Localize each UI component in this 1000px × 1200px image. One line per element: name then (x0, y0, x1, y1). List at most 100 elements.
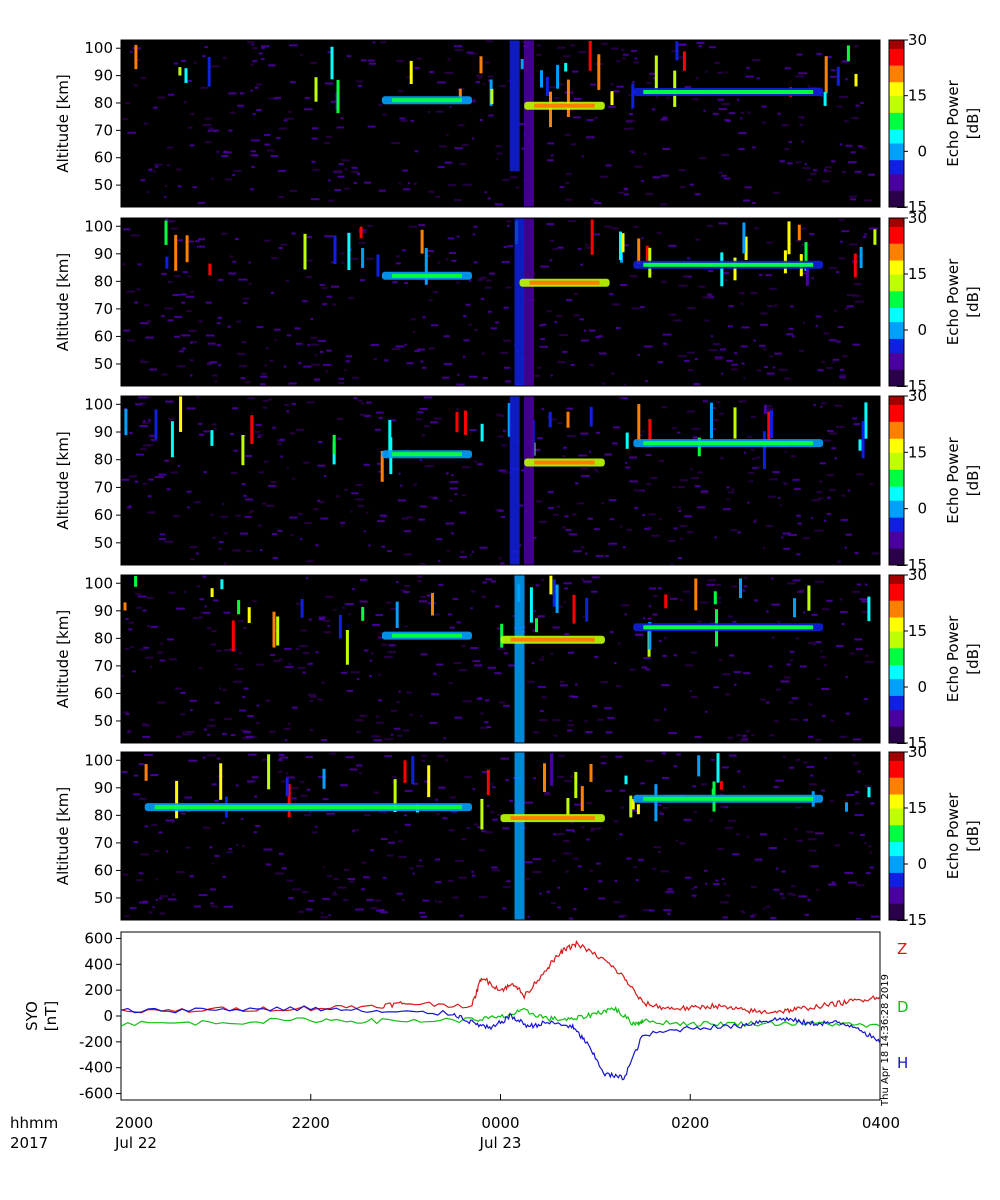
colorbar-cell (889, 426, 904, 431)
noise-cell (256, 663, 264, 666)
colorbar-unit: [dB] (964, 286, 982, 318)
noise-cell (790, 718, 799, 721)
noise-cell (141, 359, 144, 362)
noise-cell (344, 369, 347, 372)
noise-cell (841, 494, 846, 497)
noise-cell (693, 383, 701, 386)
noise-cell (399, 117, 406, 120)
noise-cell (768, 495, 776, 498)
y-tick-label: 90 (94, 245, 113, 263)
noise-cell (503, 339, 511, 342)
noise-cell (133, 793, 141, 796)
noise-cell (718, 222, 728, 225)
noise-cell (724, 826, 733, 829)
noise-cell (190, 558, 195, 561)
echo-column (524, 396, 534, 565)
noise-cell (772, 366, 776, 369)
noise-cell (580, 546, 585, 549)
noise-cell (708, 296, 714, 299)
y-tick-label: 60 (94, 149, 113, 167)
colorbar-cell (889, 81, 904, 86)
echo-streak (231, 620, 235, 652)
noise-cell (466, 827, 471, 829)
colorbar-cell (889, 631, 904, 635)
noise-cell (697, 506, 706, 509)
noise-cell (620, 525, 623, 528)
colorbar-cell (889, 321, 904, 325)
noise-cell (748, 480, 754, 483)
noise-cell (727, 736, 733, 739)
noise-cell (243, 494, 247, 497)
noise-cell (590, 83, 597, 86)
noise-cell (354, 719, 364, 722)
noise-cell (154, 850, 160, 852)
echo-streak (359, 226, 363, 239)
noise-cell (196, 585, 201, 588)
noise-cell (328, 914, 331, 917)
echo-streak (314, 77, 318, 102)
noise-cell (225, 178, 233, 181)
noise-cell (409, 713, 414, 716)
noise-cell (756, 369, 762, 372)
noise-cell (722, 882, 727, 885)
echo-streak (184, 68, 188, 83)
noise-cell (713, 686, 720, 689)
noise-cell (788, 533, 797, 536)
noise-cell (490, 811, 495, 814)
noise-cell (181, 60, 186, 62)
noise-cell (646, 81, 652, 84)
noise-cell (448, 682, 453, 684)
noise-cell (497, 435, 504, 438)
noise-cell (753, 339, 756, 342)
noise-cell (547, 142, 555, 145)
colorbar-tick-label: 0 (917, 678, 927, 696)
noise-cell (373, 358, 377, 361)
noise-cell (381, 643, 387, 646)
echo-streak (770, 410, 773, 439)
noise-cell (244, 381, 251, 384)
noise-cell (731, 853, 740, 856)
noise-cell (480, 726, 489, 729)
colorbar-cell (889, 460, 904, 465)
echo-streak (500, 623, 504, 648)
y-tick-label: 80 (94, 451, 113, 469)
noise-cell (836, 340, 841, 343)
noise-cell (299, 645, 308, 647)
noise-cell (378, 673, 381, 676)
noise-cell (327, 199, 335, 202)
noise-cell (624, 244, 629, 247)
noise-cell (140, 361, 149, 363)
noise-cell (834, 309, 837, 312)
noise-cell (157, 96, 166, 99)
noise-cell (449, 487, 458, 490)
noise-cell (478, 849, 486, 852)
noise-cell (519, 544, 522, 547)
noise-cell (165, 819, 175, 822)
noise-cell (273, 660, 281, 662)
colorbar-cell (889, 903, 904, 907)
noise-cell (821, 402, 827, 405)
noise-cell (794, 828, 798, 831)
noise-cell (845, 533, 853, 536)
noise-cell (679, 842, 686, 845)
noise-cell (322, 866, 325, 869)
noise-cell (595, 554, 604, 557)
noise-cell (288, 663, 292, 666)
noise-cell (436, 81, 446, 84)
noise-cell (483, 83, 486, 86)
noise-cell (144, 304, 149, 307)
noise-cell (616, 85, 624, 88)
noise-cell (366, 257, 375, 260)
colorbar-cell (889, 491, 904, 496)
noise-cell (594, 202, 602, 204)
echo-streak (507, 403, 511, 437)
echo-streak (285, 778, 289, 797)
colorbar-cell (889, 553, 904, 558)
echo-layer-core (391, 273, 462, 278)
noise-cell (323, 475, 327, 477)
noise-cell (744, 576, 748, 579)
noise-cell (133, 774, 139, 777)
colorbar-cell (889, 98, 904, 102)
noise-cell (537, 615, 545, 618)
noise-cell (227, 325, 231, 328)
